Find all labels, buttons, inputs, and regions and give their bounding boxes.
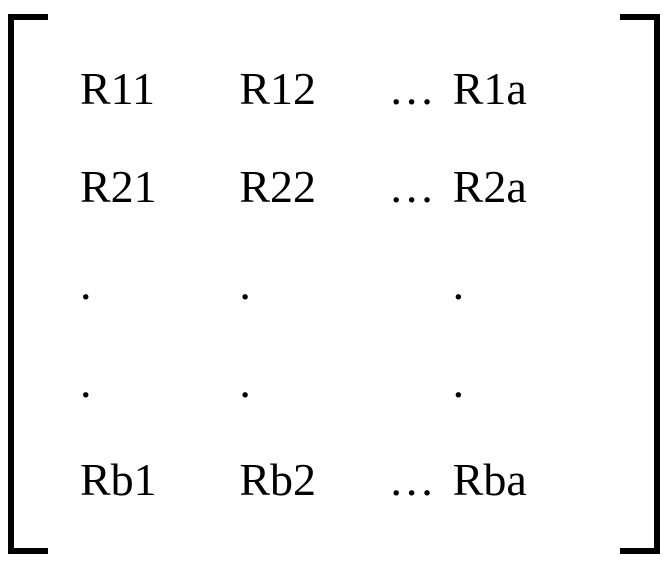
horizontal-ellipsis: … [383,453,447,506]
matrix-cell: R11 [80,62,155,115]
vertical-dot: . [80,261,92,307]
matrix-container: R11 R12 … R1a R21 R22 … R2a . . . . . . … [0,0,668,568]
right-bracket [620,14,660,554]
matrix-cell: Rb2 [231,453,316,506]
left-bracket [8,14,48,554]
matrix-cell: R12 [231,62,316,115]
vertical-dot: . [231,261,251,307]
horizontal-ellipsis: … [383,160,447,213]
matrix-cell: Rb1 [80,453,157,506]
vertical-dot: . [447,359,465,405]
matrix-cell: R21 [80,160,157,213]
matrix-cell: R1a [447,62,527,115]
matrix-cell: R2a [447,160,527,213]
matrix-cell: R22 [231,160,316,213]
vertical-dot: . [447,261,465,307]
vertical-dot: . [231,359,251,405]
matrix-grid: R11 R12 … R1a R21 R22 … R2a . . . . . . … [80,40,598,528]
vertical-dot: . [80,359,92,405]
horizontal-ellipsis: … [383,62,447,115]
matrix-cell: Rba [447,453,527,506]
